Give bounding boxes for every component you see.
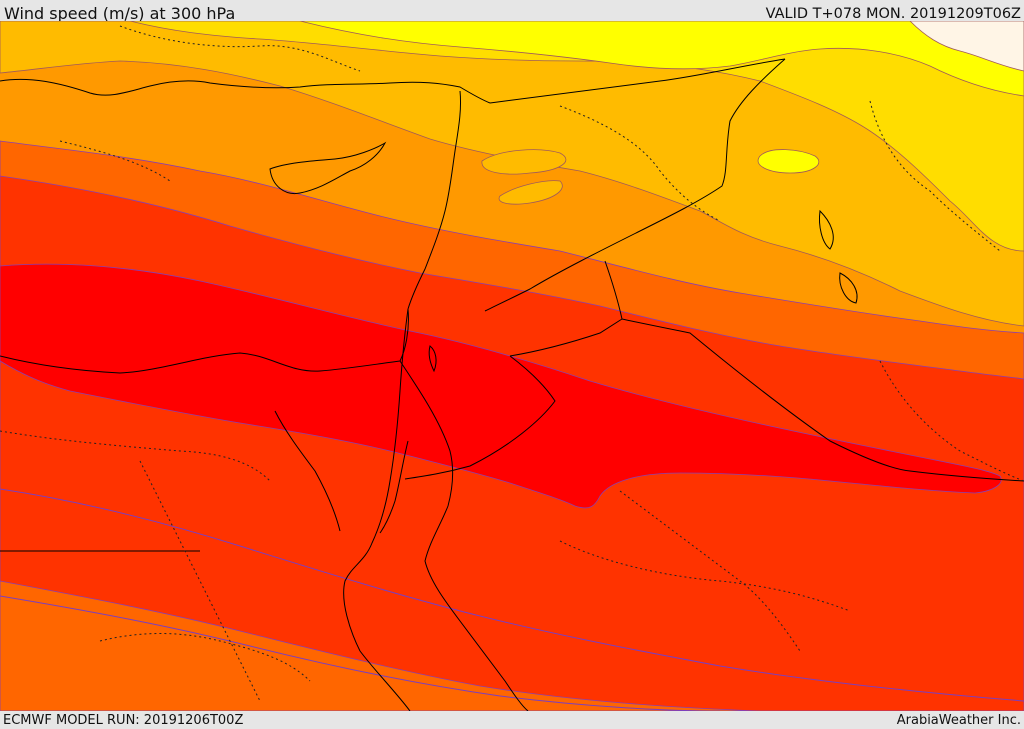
- model-run: ECMWF MODEL RUN: 20191206T00Z: [3, 713, 244, 728]
- band-red: [0, 263, 1002, 509]
- dotted-borders: [0, 25, 1024, 702]
- band-amber-pocket-2: [498, 180, 563, 205]
- map-title: Wind speed (m/s) at 300 hPa: [4, 4, 236, 23]
- map-header: Wind speed (m/s) at 300 hPa VALID T+078 …: [0, 0, 1024, 23]
- wind-contours: [0, 488, 1024, 711]
- band-amber-pocket-1: [481, 149, 567, 175]
- band-amber: [0, 21, 1024, 327]
- map-footer: ECMWF MODEL RUN: 20191206T00Z ArabiaWeat…: [0, 711, 1024, 729]
- band-pale-lake: [757, 149, 820, 174]
- wind-speed-map[interactable]: [0, 21, 1024, 711]
- map-canvas: [0, 21, 1024, 711]
- band-red-orange-south-edge: [0, 580, 761, 711]
- credit: ArabiaWeather Inc.: [896, 713, 1021, 728]
- band-pale: [299, 21, 1024, 97]
- coastlines: [0, 58, 1024, 711]
- band-white-northeast: [909, 21, 1024, 72]
- valid-time: VALID T+078 MON. 20191209T06Z: [765, 6, 1021, 22]
